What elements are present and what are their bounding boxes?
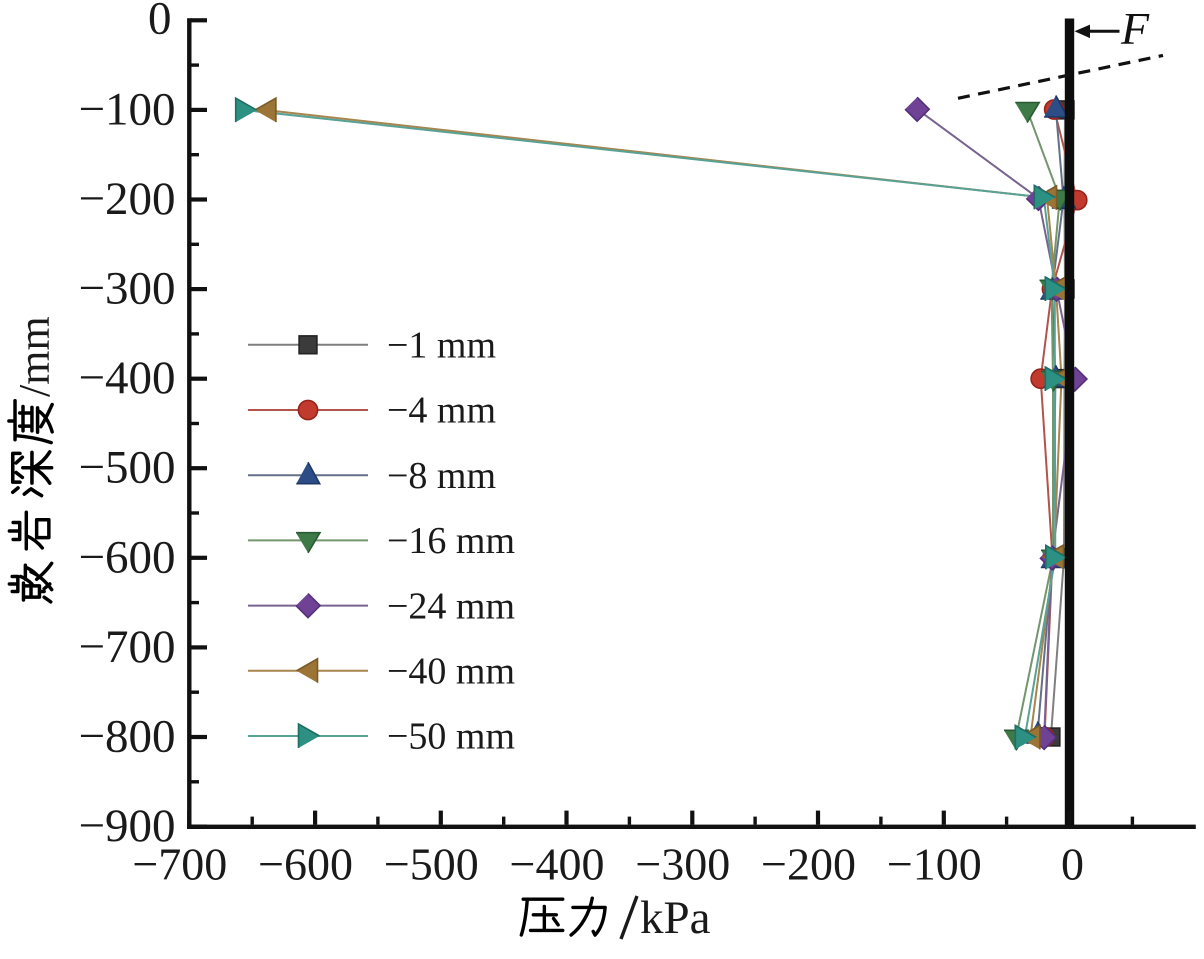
svg-text:−400: −400 — [510, 838, 605, 889]
svg-text:−100: −100 — [887, 838, 982, 889]
svg-text:−1 mm: −1 mm — [387, 325, 496, 367]
svg-text:−100: −100 — [78, 83, 175, 135]
svg-text:F: F — [1120, 3, 1150, 54]
svg-text:kPa: kPa — [640, 892, 711, 944]
svg-text:−700: −700 — [132, 838, 227, 889]
svg-text:−40 mm: −40 mm — [387, 651, 515, 693]
svg-text:−800: −800 — [78, 711, 175, 763]
svg-text:−600: −600 — [78, 531, 175, 583]
svg-text:−300: −300 — [78, 263, 175, 315]
svg-text:−400: −400 — [78, 352, 175, 404]
svg-text:−600: −600 — [258, 838, 353, 889]
svg-text:−500: −500 — [384, 838, 479, 889]
svg-text:−8 mm: −8 mm — [387, 455, 496, 497]
svg-text:−500: −500 — [78, 442, 175, 494]
svg-text:−200: −200 — [78, 173, 175, 225]
svg-text:/mm: /mm — [10, 316, 59, 397]
svg-text:0: 0 — [1061, 838, 1084, 889]
svg-text:0: 0 — [148, 0, 172, 44]
svg-text:−300: −300 — [635, 838, 730, 889]
svg-text:−50 mm: −50 mm — [387, 716, 515, 758]
svg-text:−24 mm: −24 mm — [387, 585, 515, 627]
svg-text:−700: −700 — [78, 621, 175, 673]
svg-text:−4 mm: −4 mm — [387, 390, 496, 432]
svg-text:−900: −900 — [78, 800, 175, 852]
svg-text:−200: −200 — [761, 838, 856, 889]
svg-text:−16 mm: −16 mm — [387, 520, 515, 562]
